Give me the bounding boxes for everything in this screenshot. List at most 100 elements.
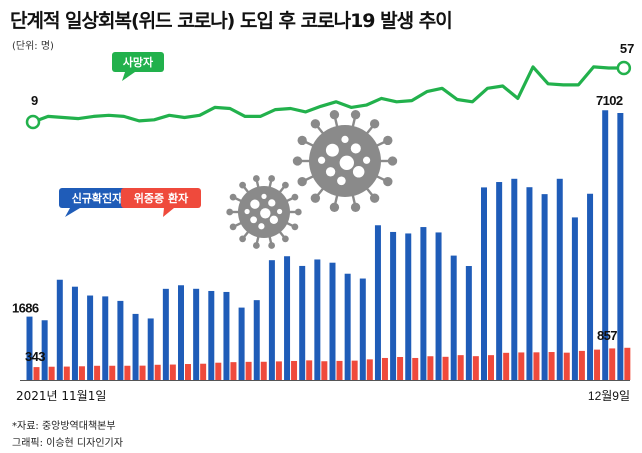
severe-bar bbox=[412, 357, 419, 380]
confirmed-bar bbox=[420, 227, 427, 380]
virus-spike-tip bbox=[239, 235, 246, 243]
confirmed-bar bbox=[71, 286, 78, 380]
virus-spike-tip bbox=[268, 242, 276, 249]
severe-bar bbox=[351, 360, 358, 380]
confirmed-bar bbox=[193, 288, 200, 380]
virus-spike-tip bbox=[282, 181, 289, 189]
virus-small-illustration bbox=[226, 175, 302, 249]
confirmed-bar bbox=[238, 307, 245, 380]
confirmed-bar bbox=[314, 259, 321, 380]
confirmed-bar bbox=[299, 265, 306, 380]
confirmed-bar bbox=[56, 279, 63, 380]
virus-spike-tip bbox=[291, 223, 299, 231]
virus-spike-tip bbox=[383, 135, 393, 146]
deaths-last-label: 57 bbox=[620, 41, 634, 56]
confirmed-bar bbox=[26, 316, 33, 380]
deaths-legend-callout-box bbox=[112, 52, 164, 72]
virus-spike-tip bbox=[329, 109, 340, 120]
virus-spot bbox=[363, 156, 371, 164]
severe-bar bbox=[48, 366, 55, 380]
confirmed-bar bbox=[465, 266, 472, 380]
confirmed-bar bbox=[102, 296, 109, 380]
deaths-line bbox=[32, 65, 624, 124]
confirmed-bar bbox=[617, 113, 624, 380]
virus-spot bbox=[352, 166, 365, 178]
deaths-legend-callout-text: 사망자 bbox=[123, 55, 154, 69]
confirmed-first-label: 1686 bbox=[12, 301, 39, 316]
confirmed-bar bbox=[87, 295, 94, 380]
severe-bar bbox=[578, 350, 585, 380]
severe-bar bbox=[169, 364, 176, 380]
severe-bar bbox=[427, 356, 434, 380]
virus-spike-tip bbox=[229, 223, 237, 231]
graphic-credit: 그래픽: 이승현 디자인기자 bbox=[12, 438, 123, 449]
virus-spike-tip bbox=[387, 156, 398, 166]
confirmed-bar bbox=[284, 256, 291, 380]
confirmed-bar bbox=[526, 187, 533, 380]
virus-spike-tip bbox=[383, 176, 393, 187]
severe-bar bbox=[442, 356, 449, 380]
virus-spot bbox=[337, 176, 346, 186]
severe-bar bbox=[78, 366, 85, 380]
severe-bar bbox=[306, 360, 313, 380]
confirmed-bar bbox=[405, 233, 412, 380]
virus-spot bbox=[244, 208, 250, 215]
confirmed-bar bbox=[481, 187, 487, 380]
severe-bar bbox=[291, 360, 298, 380]
virus-spike-tip bbox=[329, 202, 340, 213]
severe-bar bbox=[230, 362, 237, 380]
virus-spot bbox=[341, 135, 349, 143]
virus-spike-tip bbox=[239, 181, 246, 189]
confirmed-bar bbox=[587, 193, 594, 380]
severe-bar bbox=[518, 352, 525, 380]
confirmed-bar bbox=[162, 288, 169, 380]
severe-bar bbox=[472, 356, 479, 380]
severe-bar bbox=[185, 364, 191, 380]
virus-spike-tip bbox=[291, 193, 299, 201]
virus-spike-tip bbox=[369, 119, 380, 129]
severe-bar bbox=[200, 363, 207, 380]
confirmed-bar bbox=[132, 313, 139, 380]
virus-spike-tip bbox=[226, 208, 234, 216]
severe-bar bbox=[124, 365, 131, 380]
deaths-end-marker bbox=[616, 60, 632, 76]
severe-bar bbox=[215, 362, 222, 380]
confirmed-bar bbox=[571, 217, 578, 380]
confirmed-bar bbox=[208, 290, 215, 380]
confirmed-last-label: 7102 bbox=[596, 93, 623, 108]
severe-first-label: 343 bbox=[25, 349, 45, 364]
confirmed-bar bbox=[117, 300, 124, 380]
severe-bar bbox=[321, 361, 328, 380]
virus-spot bbox=[268, 199, 276, 207]
severe-bar bbox=[609, 348, 616, 380]
virus-spike-tip bbox=[310, 119, 321, 129]
severe-bar bbox=[563, 352, 570, 380]
confirmed-bar bbox=[450, 255, 457, 380]
x-start-label: 2021년 11월1일 bbox=[16, 389, 106, 403]
severe-bar bbox=[275, 361, 282, 380]
severe-bar bbox=[503, 352, 510, 380]
virus-spot bbox=[350, 143, 361, 154]
severe-bar bbox=[548, 352, 555, 380]
confirmed-bar bbox=[435, 232, 442, 380]
virus-spike-tip bbox=[229, 193, 237, 201]
virus-spot bbox=[250, 199, 260, 209]
severe-bar bbox=[260, 361, 267, 380]
deaths-first-label: 9 bbox=[31, 93, 38, 108]
virus-spot bbox=[250, 216, 257, 224]
confirmed-bar bbox=[329, 262, 336, 380]
severe-legend-callout-text: 위중증 환자 bbox=[134, 191, 189, 205]
virus-spike-tip bbox=[252, 175, 260, 182]
severe-bar bbox=[397, 356, 404, 380]
confirmed-bar bbox=[268, 260, 275, 380]
virus-spot bbox=[277, 208, 283, 215]
confirmed-bar bbox=[496, 182, 503, 380]
confirmed-bar bbox=[178, 285, 184, 380]
x-end-label: 12월9일 bbox=[588, 389, 630, 403]
virus-spike-tip bbox=[282, 235, 289, 243]
confirmed-bar bbox=[602, 110, 609, 381]
unit-label: (단위: 명) bbox=[12, 41, 54, 52]
virus-spot bbox=[339, 155, 354, 170]
